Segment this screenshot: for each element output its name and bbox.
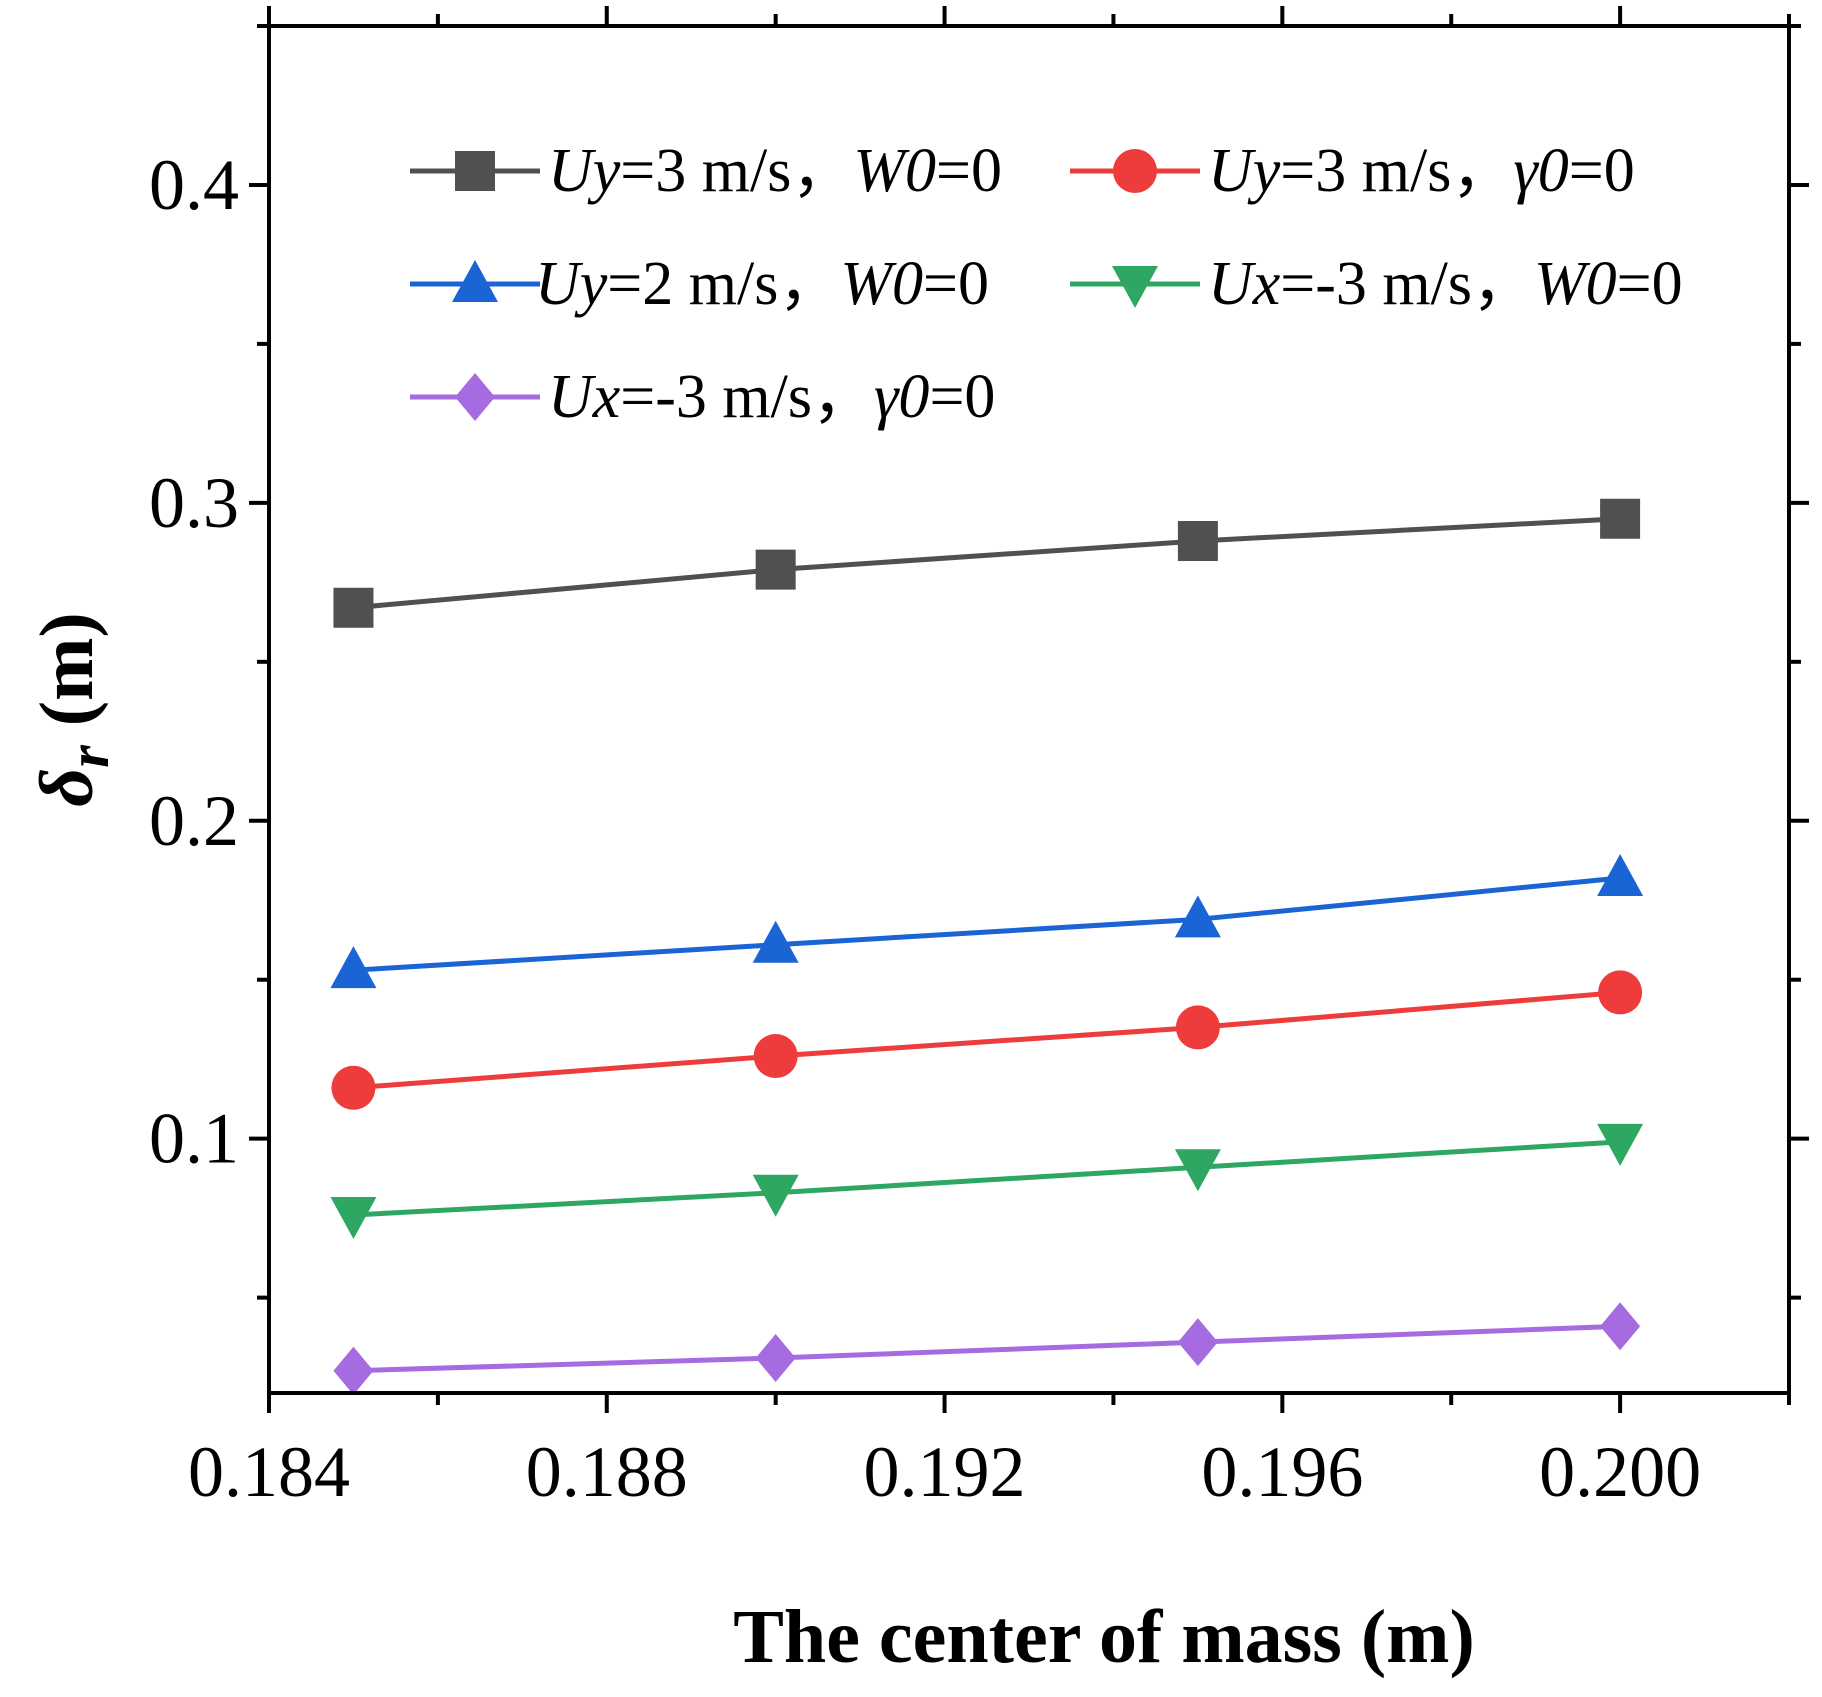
data-point-s2 <box>1175 1005 1220 1050</box>
legend-label-part: =0 <box>936 137 1002 205</box>
data-point-s2 <box>1598 970 1643 1015</box>
legend-swatch-marker <box>452 260 498 302</box>
legend-swatch-marker <box>1113 149 1157 193</box>
legend-entry-s2: Uy=3 m/s，γ0=0 <box>1070 137 1635 205</box>
series-line-s2 <box>353 989 1621 1091</box>
y-tick-label: 0.1 <box>149 1099 239 1179</box>
axes: 0.184 0.188 0.192 0.196 0.200 0.1 0.2 0.3 0.4 <box>149 6 1809 1512</box>
plot-marks <box>330 498 1644 1395</box>
data-point-s5 <box>755 1334 796 1383</box>
legend-label: Uy=3 m/s，γ0=0 <box>1208 137 1635 205</box>
data-point-s3 <box>1597 853 1644 896</box>
data-point-s4 <box>1597 1123 1644 1166</box>
x-tick-label: 0.192 <box>864 1432 1026 1512</box>
data-point-s3 <box>1174 895 1221 938</box>
legend-label-part: =0 <box>923 250 989 318</box>
data-point-s3 <box>752 920 799 963</box>
legend-label-part: W0 <box>1534 250 1617 318</box>
legend-label-part: =-3 m/s， <box>620 363 874 431</box>
series-line-s3 <box>353 875 1621 973</box>
legend-label-part: Uy <box>535 250 608 318</box>
x-tick-label: 0.200 <box>1539 1432 1701 1512</box>
x-axis-title: The center of mass (m) <box>733 1595 1475 1679</box>
legend-swatch-marker <box>455 151 495 191</box>
series-line-s1 <box>353 516 1621 611</box>
legend-label: Ux=-3 m/s，W0=0 <box>1208 250 1683 318</box>
legend-label-part: W0 <box>853 137 936 205</box>
legend-swatch-marker <box>1112 266 1158 308</box>
legend-label: Uy=3 m/s，W0=0 <box>548 137 1002 205</box>
legend-label-part: =0 <box>929 363 995 431</box>
data-point-s5 <box>1600 1302 1641 1351</box>
legend-label-part: =2 m/s， <box>607 250 840 318</box>
legend-label-part: =3 m/s， <box>1280 137 1513 205</box>
legend-swatch-marker <box>455 373 495 421</box>
data-point-s4 <box>752 1174 799 1217</box>
y-axis-symbol: δ <box>25 768 109 807</box>
series-line-s4 <box>353 1139 1621 1218</box>
y-tick-label: 0.3 <box>149 463 239 543</box>
legend-label-part: γ0 <box>1513 137 1568 205</box>
data-point-s1 <box>1177 521 1218 562</box>
legend-entry-s4: Ux=-3 m/s，W0=0 <box>1070 250 1683 318</box>
y-tick-label: 0.4 <box>149 145 239 225</box>
data-point-s3 <box>330 946 377 989</box>
y-tick-label: 0.2 <box>149 781 239 861</box>
legend-label-part: Ux <box>548 363 621 431</box>
data-point-s1 <box>755 549 796 590</box>
x-tick-label: 0.184 <box>188 1432 350 1512</box>
y-axis-title: δr (m) <box>25 612 121 806</box>
legend-entry-s3: Uy=2 m/s，W0=0 <box>410 250 989 318</box>
y-axis-subscript: r <box>56 745 121 768</box>
legend: Uy=3 m/s，W0=0 Uy=3 m/s，γ0=0Uy=2 m/s，W0=0 U… <box>410 137 1683 431</box>
legend-label-part: Uy <box>1208 137 1281 205</box>
axis-titles: The center of mass (m) δr (m) <box>25 612 1475 1679</box>
legend-label-part: =0 <box>1617 250 1683 318</box>
legend-entry-s1: Uy=3 m/s，W0=0 <box>410 137 1002 205</box>
data-point-s4 <box>1174 1149 1221 1192</box>
x-tick-label: 0.188 <box>526 1432 688 1512</box>
legend-entry-s5: Ux=-3 m/s，γ0=0 <box>410 363 995 431</box>
legend-label-part: =-3 m/s， <box>1280 250 1534 318</box>
data-point-s2 <box>753 1034 798 1079</box>
data-point-s2 <box>331 1065 376 1110</box>
data-point-s1 <box>1600 498 1641 539</box>
legend-label: Uy=2 m/s，W0=0 <box>535 250 989 318</box>
legend-label-part: =0 <box>1569 137 1635 205</box>
legend-label-part: Ux <box>1208 250 1281 318</box>
legend-label: Ux=-3 m/s，γ0=0 <box>548 363 995 431</box>
legend-label-part: =3 m/s， <box>620 137 853 205</box>
y-axis-space <box>25 726 109 745</box>
data-point-s5 <box>333 1346 374 1395</box>
legend-label-part: γ0 <box>874 363 929 431</box>
data-point-s5 <box>1177 1318 1218 1367</box>
series-line-s5 <box>353 1323 1621 1374</box>
x-tick-label: 0.196 <box>1201 1432 1363 1512</box>
data-point-s4 <box>330 1196 377 1239</box>
legend-label-part: Uy <box>548 137 621 205</box>
data-point-s1 <box>333 587 374 628</box>
y-axis-unit: (m) <box>25 612 109 726</box>
legend-label-part: W0 <box>840 250 923 318</box>
plot-frame <box>267 24 1791 1395</box>
